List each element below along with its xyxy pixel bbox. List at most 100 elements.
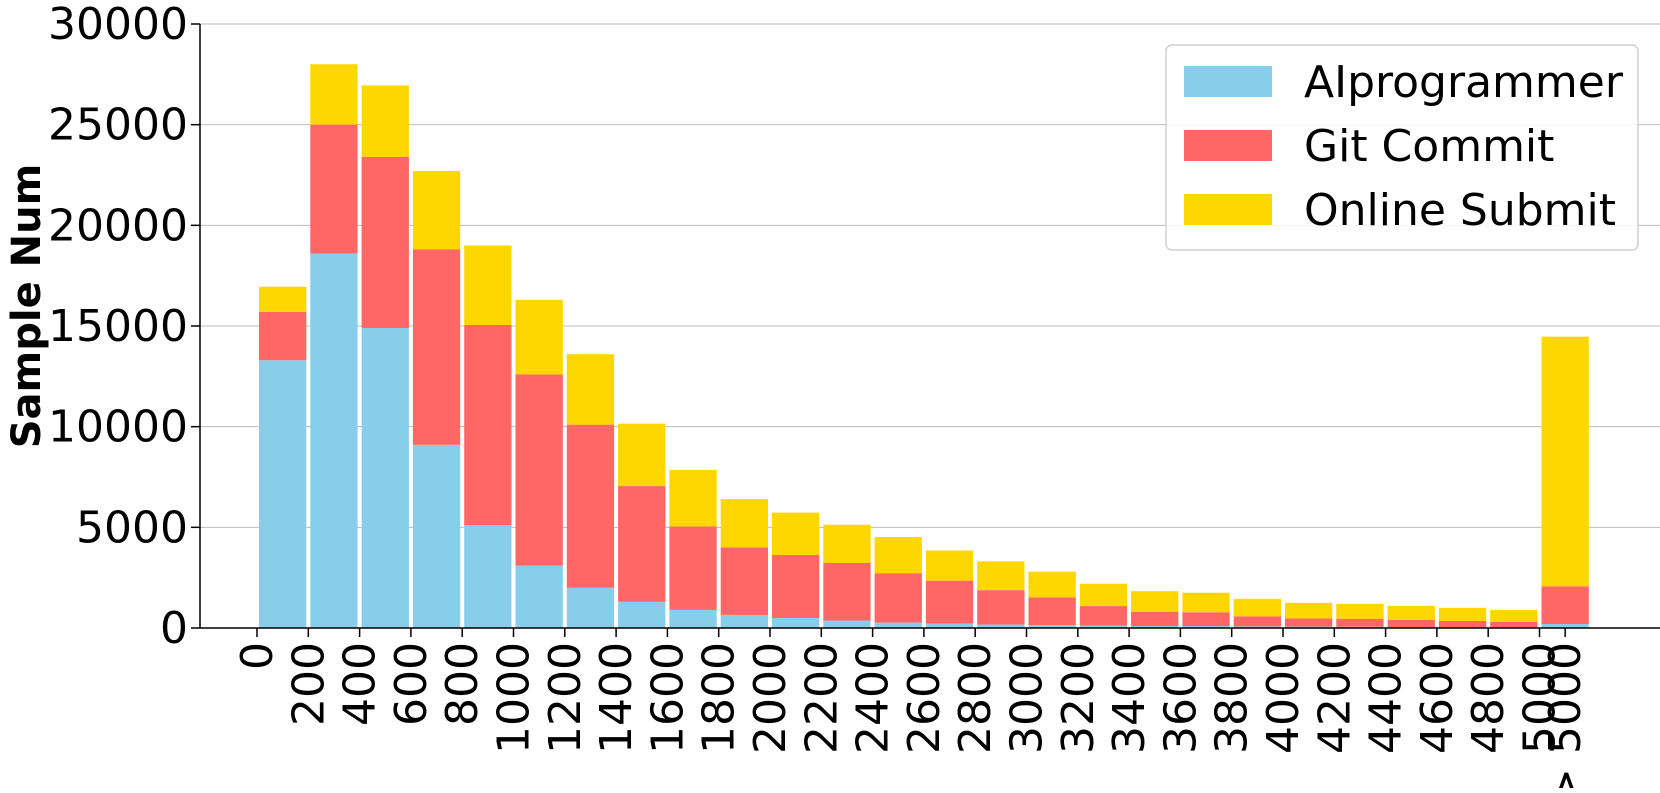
bar-segment xyxy=(310,124,358,254)
bar-segment xyxy=(977,590,1025,625)
x-tick-label: 3000 xyxy=(1002,642,1053,754)
bar-segment xyxy=(925,580,974,624)
bar-segment xyxy=(1131,611,1179,626)
bar-segment xyxy=(566,424,615,588)
bar-segment xyxy=(1028,571,1076,598)
y-tick-label: 0 xyxy=(160,603,188,654)
bar-segment xyxy=(1028,597,1076,626)
bar-segment xyxy=(566,354,615,425)
bar-segment xyxy=(874,536,922,574)
bar-segment xyxy=(1336,603,1384,619)
bar-segment xyxy=(669,609,717,628)
x-tick-label: 800 xyxy=(437,642,488,726)
bar-segment xyxy=(259,311,307,361)
y-tick-label: 15000 xyxy=(48,301,188,352)
x-tick-label: > 5000 xyxy=(1540,642,1591,788)
legend-swatch xyxy=(1184,194,1272,225)
bar-segment xyxy=(1541,586,1589,624)
bar-segment xyxy=(1490,609,1538,622)
bar-segment xyxy=(874,573,922,623)
bar-segment xyxy=(772,554,820,618)
bar-segment xyxy=(1182,592,1230,613)
legend-label: AIprogrammer xyxy=(1304,57,1624,108)
bar-segment xyxy=(412,444,461,628)
x-tick-label: 4000 xyxy=(1258,642,1309,754)
bar-segment xyxy=(823,524,871,563)
bar-segment xyxy=(412,170,461,250)
bar-segment xyxy=(1131,625,1179,628)
bar-segment xyxy=(1028,625,1076,628)
bar-segment xyxy=(1079,583,1128,607)
bar-segment xyxy=(1438,607,1487,621)
legend-box xyxy=(1165,44,1639,251)
legend: AIprogrammer Git Commit Online Submit xyxy=(1165,44,1639,251)
bar-segment xyxy=(1182,626,1230,628)
bar-segment xyxy=(515,565,563,628)
bar-segment xyxy=(1131,591,1179,612)
x-tick-label: 2800 xyxy=(950,642,1001,754)
bar-segment xyxy=(772,512,820,555)
bar-segment xyxy=(1438,620,1487,627)
bar-segment xyxy=(618,423,666,487)
axes xyxy=(191,23,1660,637)
y-tick-label: 10000 xyxy=(48,402,188,453)
y-tick-label: 30000 xyxy=(48,0,188,50)
bar-segment xyxy=(361,85,409,157)
legend-swatch xyxy=(1184,66,1272,97)
y-tick-label: 5000 xyxy=(76,502,188,553)
bar-segment xyxy=(772,617,820,628)
x-tick-label: 400 xyxy=(335,642,386,726)
bar-segment xyxy=(1285,602,1333,619)
x-tick-label: 1400 xyxy=(591,642,642,754)
bars xyxy=(259,64,1589,628)
x-tick-label: 2400 xyxy=(848,642,899,754)
bar-segment xyxy=(720,499,768,548)
bar-segment xyxy=(464,245,512,325)
bar-segment xyxy=(1336,618,1384,627)
bar-segment xyxy=(669,469,717,527)
x-tick-label: 200 xyxy=(283,642,334,726)
bar-segment xyxy=(1233,616,1281,627)
x-tick-label: 4600 xyxy=(1412,642,1463,754)
bar-segment xyxy=(823,562,871,621)
y-tick-label: 25000 xyxy=(48,100,188,151)
x-tick-label: 0 xyxy=(232,642,283,670)
bar-segment xyxy=(925,550,974,581)
bar-segment xyxy=(1233,626,1281,628)
x-tick-label: 1000 xyxy=(489,642,540,754)
bar-segment xyxy=(259,360,307,628)
legend-label: Git Commit xyxy=(1304,121,1554,172)
x-tick-label: 4800 xyxy=(1463,642,1514,754)
bar-segment xyxy=(464,324,512,526)
legend-swatch xyxy=(1184,130,1272,161)
x-tick-label: 1600 xyxy=(642,642,693,754)
bar-segment xyxy=(1387,619,1435,627)
x-tick-label: 4200 xyxy=(1309,642,1360,754)
bar-segment xyxy=(1285,618,1333,627)
bar-segment xyxy=(361,328,409,628)
bar-segment xyxy=(1387,605,1435,620)
bar-segment xyxy=(1490,621,1538,628)
bar-segment xyxy=(1541,336,1589,587)
bar-segment xyxy=(412,249,461,445)
bar-segment xyxy=(259,286,307,312)
bar-segment xyxy=(1233,598,1281,617)
bar-segment xyxy=(669,526,717,610)
x-tick-label: 3800 xyxy=(1207,642,1258,754)
x-tick-label: 1200 xyxy=(540,642,591,754)
x-tick-label: 1800 xyxy=(694,642,745,754)
bar-segment xyxy=(1079,625,1128,628)
bar-segment xyxy=(1182,612,1230,627)
x-tick-label: 2000 xyxy=(745,642,796,754)
bar-segment xyxy=(566,587,615,628)
bar-segment xyxy=(618,486,666,602)
bar-segment xyxy=(618,601,666,628)
bar-segment xyxy=(310,253,358,628)
bar-segment xyxy=(515,374,563,566)
bar-segment xyxy=(977,624,1025,628)
x-tick-label: 600 xyxy=(386,642,437,726)
bar-segment xyxy=(977,561,1025,591)
